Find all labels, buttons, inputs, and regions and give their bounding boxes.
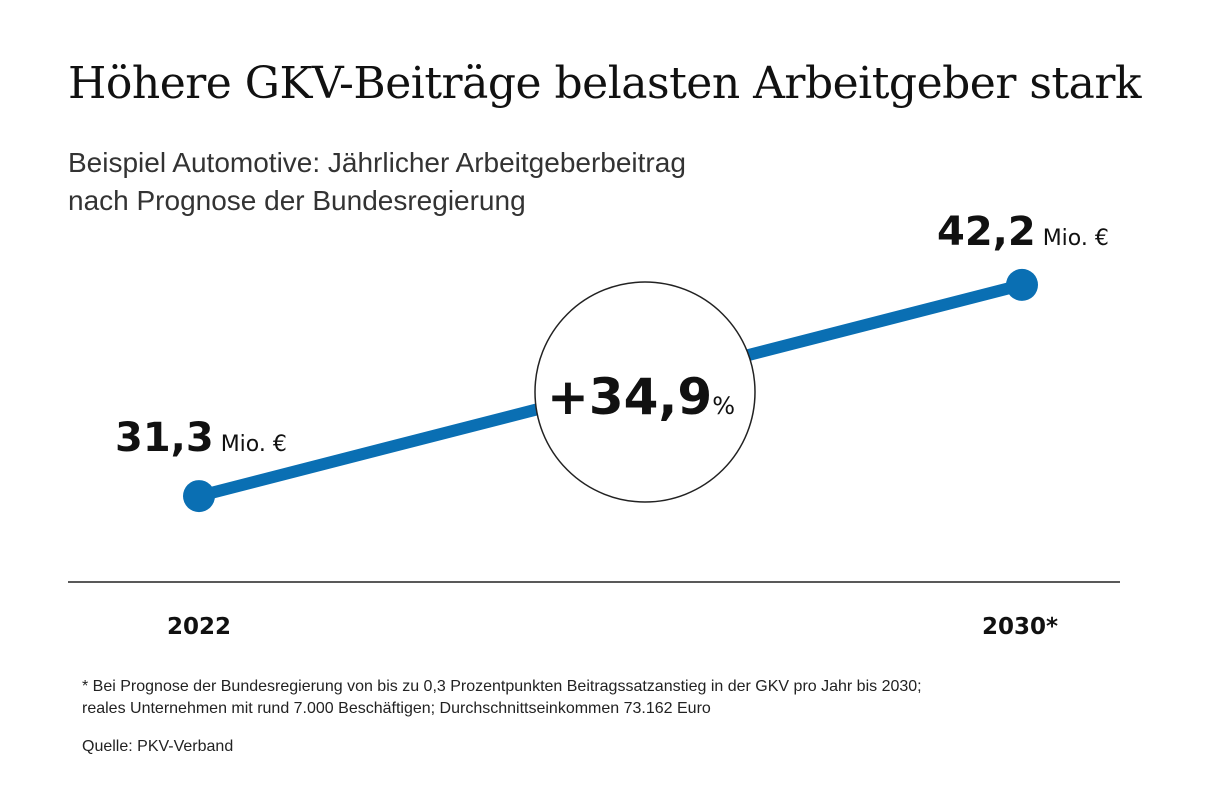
value-unit: Mio. €: [1036, 226, 1109, 251]
x-tick-label: 2030*: [982, 614, 1058, 640]
value-label: 42,2 Mio. €: [937, 209, 1109, 255]
chart-marks: 31,3 Mio. €42,2 Mio. €+34,9%2022 2030*: [115, 209, 1109, 640]
value-number: 42,2: [937, 209, 1036, 255]
subtitle-line-2: nach Prognose der Bundesregierung: [68, 185, 526, 216]
change-circle: [534, 281, 756, 503]
change-label: +34,9%: [547, 368, 735, 426]
footnote: * Bei Prognose der Bundesregierung von b…: [82, 676, 1082, 720]
change-unit: %: [712, 392, 735, 420]
value-number: 31,3: [115, 415, 214, 461]
value-label: 31,3 Mio. €: [115, 415, 287, 461]
source-note: Quelle: PKV-Verband: [82, 738, 234, 755]
value-unit: Mio. €: [214, 432, 287, 457]
data-point-2030: [1006, 268, 1038, 301]
chart-subtitle: Beispiel Automotive: Jährlicher Arbeitge…: [68, 144, 788, 220]
data-point-2022: [183, 480, 215, 513]
change-value: +34,9: [547, 368, 712, 426]
footnote-line-2: reales Unternehmen mit rund 7.000 Beschä…: [82, 700, 711, 717]
x-tick-label: 2022: [167, 614, 231, 640]
chart-title: Höhere GKV-Beiträge belasten Arbeitgeber…: [68, 58, 1142, 109]
subtitle-line-1: Beispiel Automotive: Jährlicher Arbeitge…: [68, 147, 686, 178]
footnote-line-1: * Bei Prognose der Bundesregierung von b…: [82, 678, 922, 695]
